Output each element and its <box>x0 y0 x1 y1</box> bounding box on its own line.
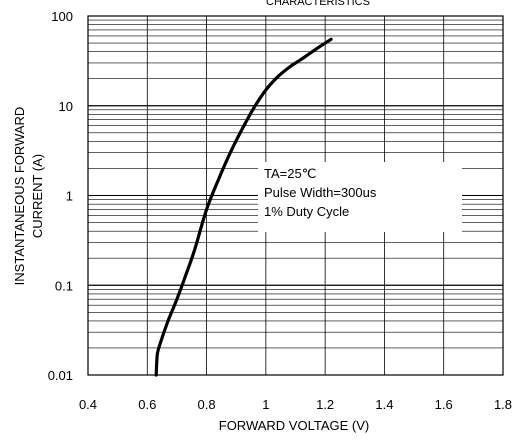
plot-frame <box>87 15 504 376</box>
y-axis-label-line-2: CURRENT (A) <box>30 154 45 238</box>
y-tick-label: 1 <box>66 189 73 204</box>
x-tick-label: 0.8 <box>198 397 216 412</box>
x-tick-label: 1.2 <box>316 397 334 412</box>
x-tick-label: 1.4 <box>375 397 393 412</box>
y-tick-label: 0.1 <box>55 278 73 293</box>
x-tick-label: 1.8 <box>494 397 512 412</box>
x-tick-label: 1 <box>262 397 269 412</box>
annotation-temperature: TA=25℃ <box>264 166 316 181</box>
x-tick-label: 0.6 <box>138 397 156 412</box>
y-tick-label: 10 <box>59 99 73 114</box>
forward-current-curve <box>154 37 333 377</box>
y-tick-label: 0.01 <box>48 368 73 383</box>
x-tick-label: 1.6 <box>435 397 453 412</box>
chart-title: CHARACTERISTICS <box>266 0 370 8</box>
annotation-box <box>258 162 462 232</box>
x-tick-label: 0.4 <box>79 397 97 412</box>
annotation-pulse-width: Pulse Width=300us <box>264 185 377 200</box>
y-axis-label-line-1: INSTANTANEOUS FORWARD <box>12 107 27 286</box>
annotation-duty-cycle: 1% Duty Cycle <box>264 204 349 219</box>
x-axis-label: FORWARD VOLTAGE (V) <box>219 418 369 433</box>
y-tick-label: 100 <box>51 9 73 24</box>
